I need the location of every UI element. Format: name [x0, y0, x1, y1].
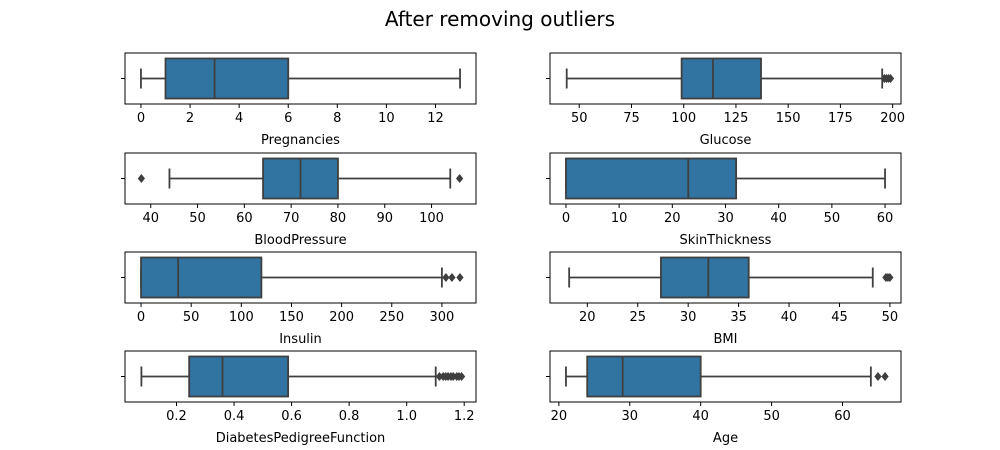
outlier-point — [881, 371, 889, 382]
outlier-point — [886, 73, 895, 84]
x-tick-label: 250 — [379, 310, 404, 325]
x-tick-label: 100 — [229, 310, 254, 325]
iqr-box — [565, 157, 738, 200]
x-tick-label: 0 — [562, 211, 570, 226]
x-tick-label: 4 — [235, 111, 243, 126]
x-tick-label: 30 — [717, 211, 734, 226]
subplot-insulin: 0 50 100 150 200 250 300 Insulin — [121, 251, 477, 347]
outlier-point — [457, 371, 466, 382]
x-tick-label: 100 — [419, 211, 444, 226]
x-tick-label: 12 — [427, 111, 444, 126]
x-tick-label: 0.4 — [224, 409, 245, 424]
x-tick-label: 1.2 — [454, 409, 475, 424]
x-tick-label: 60 — [877, 211, 894, 226]
x-tick-label: 90 — [376, 211, 393, 226]
x-axis-label: Insulin — [279, 332, 322, 347]
subplot-age: 20 30 40 50 60 Age — [546, 350, 902, 446]
x-tick-label: 0.6 — [281, 409, 302, 424]
x-tick-label: 0 — [137, 111, 145, 126]
x-tick-label: 80 — [330, 211, 347, 226]
x-tick-label: 20 — [664, 211, 681, 226]
iqr-box — [680, 57, 762, 100]
iqr-box — [660, 256, 750, 299]
x-tick-label: 50 — [183, 310, 200, 325]
subplot-pregnancies: 0 2 4 6 8 10 12 Pregnancies — [121, 52, 477, 148]
x-tick-label: 300 — [429, 310, 454, 325]
x-tick-label: 0 — [137, 310, 145, 325]
x-axis-label: SkinThickness — [680, 233, 772, 248]
iqr-box — [140, 256, 263, 299]
x-tick-label: 30 — [621, 409, 638, 424]
x-axis-label: BloodPressure — [254, 233, 346, 248]
subplot-diabetespedigreefunction: 0.2 0.4 0.6 0.8 1.0 1.2 DiabetesPedigreeFuncti… — [121, 350, 477, 446]
x-tick-label: 1.0 — [396, 409, 417, 424]
outlier-point — [448, 272, 456, 283]
outlier-point — [442, 272, 450, 283]
iqr-box — [586, 355, 702, 398]
x-tick-label: 50 — [824, 211, 841, 226]
x-tick-label: 50 — [189, 211, 206, 226]
iqr-box — [164, 57, 290, 100]
x-tick-label: 60 — [834, 409, 851, 424]
x-tick-label: 175 — [828, 111, 853, 126]
x-tick-label: 75 — [623, 111, 640, 126]
x-tick-label: 8 — [333, 111, 341, 126]
outlier-point — [874, 371, 882, 382]
subplot-glucose: 50 75 100 125 150 175 200 Glucose — [546, 52, 905, 148]
x-tick-label: 25 — [629, 310, 646, 325]
x-tick-label: 70 — [283, 211, 300, 226]
x-tick-label: 20 — [579, 310, 596, 325]
x-tick-label: 45 — [831, 310, 848, 325]
x-tick-label: 40 — [770, 211, 787, 226]
x-tick-label: 50 — [882, 310, 899, 325]
x-tick-label: 0.8 — [339, 409, 360, 424]
x-tick-label: 200 — [329, 310, 354, 325]
figure-title: After removing outliers — [385, 7, 615, 31]
x-tick-label: 125 — [724, 111, 749, 126]
x-tick-label: 200 — [880, 111, 905, 126]
x-tick-label: 0.2 — [166, 409, 187, 424]
iqr-box — [188, 355, 290, 398]
subplot-bmi: 20 25 30 35 40 45 50 BMI — [546, 251, 902, 347]
x-tick-label: 2 — [186, 111, 194, 126]
x-tick-label: 35 — [730, 310, 747, 325]
x-tick-label: 50 — [763, 409, 780, 424]
x-axis-label: Glucose — [700, 133, 752, 148]
x-tick-label: 30 — [680, 310, 697, 325]
x-tick-label: 6 — [284, 111, 292, 126]
outlier-point — [137, 173, 146, 184]
x-tick-label: 40 — [142, 211, 159, 226]
x-tick-label: 100 — [671, 111, 696, 126]
x-tick-label: 60 — [236, 211, 253, 226]
subplot-bloodpressure: 40 50 60 70 80 90 100 BloodPressure — [121, 152, 477, 248]
x-tick-label: 150 — [776, 111, 801, 126]
x-tick-label: 50 — [571, 111, 588, 126]
x-axis-label: DiabetesPedigreeFunction — [216, 431, 386, 446]
x-axis-label: Age — [713, 431, 738, 446]
x-axis-label: BMI — [714, 332, 738, 347]
x-tick-label: 20 — [551, 409, 568, 424]
outlier-point — [456, 272, 464, 283]
x-tick-label: 40 — [781, 310, 798, 325]
x-axis-label: Pregnancies — [261, 133, 340, 148]
x-tick-label: 40 — [692, 409, 709, 424]
outlier-point — [886, 272, 894, 283]
x-tick-label: 150 — [279, 310, 304, 325]
x-tick-label: 10 — [378, 111, 395, 126]
subplot-skinthickness: 0 10 20 30 40 50 60 SkinThickness — [546, 152, 902, 248]
outlier-point — [455, 173, 464, 184]
x-tick-label: 10 — [611, 211, 628, 226]
